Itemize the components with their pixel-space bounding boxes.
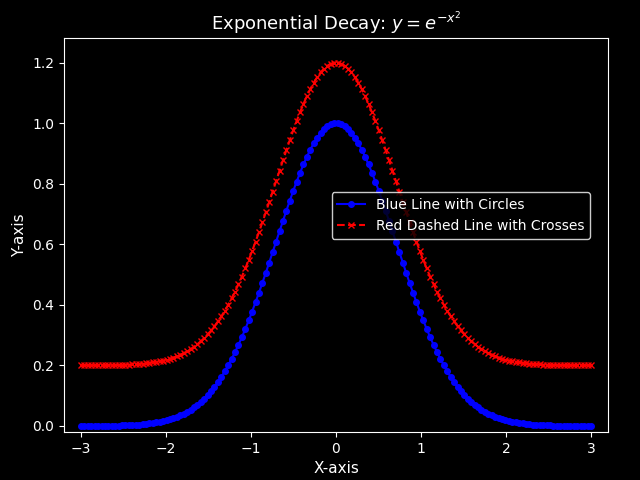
- Red Dashed Line with Crosses: [279, 157, 287, 163]
- Line: Blue Line with Circles: Blue Line with Circles: [78, 120, 594, 429]
- Blue Line with Circles: [330, 120, 338, 126]
- X-axis label: X-axis: X-axis: [313, 461, 359, 476]
- Blue Line with Circles: [348, 130, 355, 136]
- Red Dashed Line with Crosses: [330, 60, 338, 66]
- Blue Line with Circles: [77, 423, 85, 429]
- Line: Red Dashed Line with Crosses: Red Dashed Line with Crosses: [77, 59, 595, 369]
- Blue Line with Circles: [368, 170, 376, 176]
- Red Dashed Line with Crosses: [502, 357, 509, 362]
- Legend: Blue Line with Circles, Red Dashed Line with Crosses: Blue Line with Circles, Red Dashed Line …: [332, 192, 590, 239]
- Red Dashed Line with Crosses: [587, 362, 595, 368]
- Y-axis label: Y-axis: Y-axis: [12, 214, 27, 257]
- Red Dashed Line with Crosses: [348, 70, 355, 75]
- Blue Line with Circles: [433, 349, 441, 355]
- Blue Line with Circles: [245, 318, 253, 324]
- Blue Line with Circles: [502, 418, 509, 423]
- Red Dashed Line with Crosses: [368, 109, 376, 115]
- Red Dashed Line with Crosses: [433, 288, 441, 294]
- Red Dashed Line with Crosses: [77, 362, 85, 368]
- Red Dashed Line with Crosses: [245, 257, 253, 263]
- Blue Line with Circles: [587, 423, 595, 429]
- Blue Line with Circles: [279, 218, 287, 224]
- Title: Exponential Decay: $y = e^{-x^2}$: Exponential Decay: $y = e^{-x^2}$: [211, 9, 461, 36]
